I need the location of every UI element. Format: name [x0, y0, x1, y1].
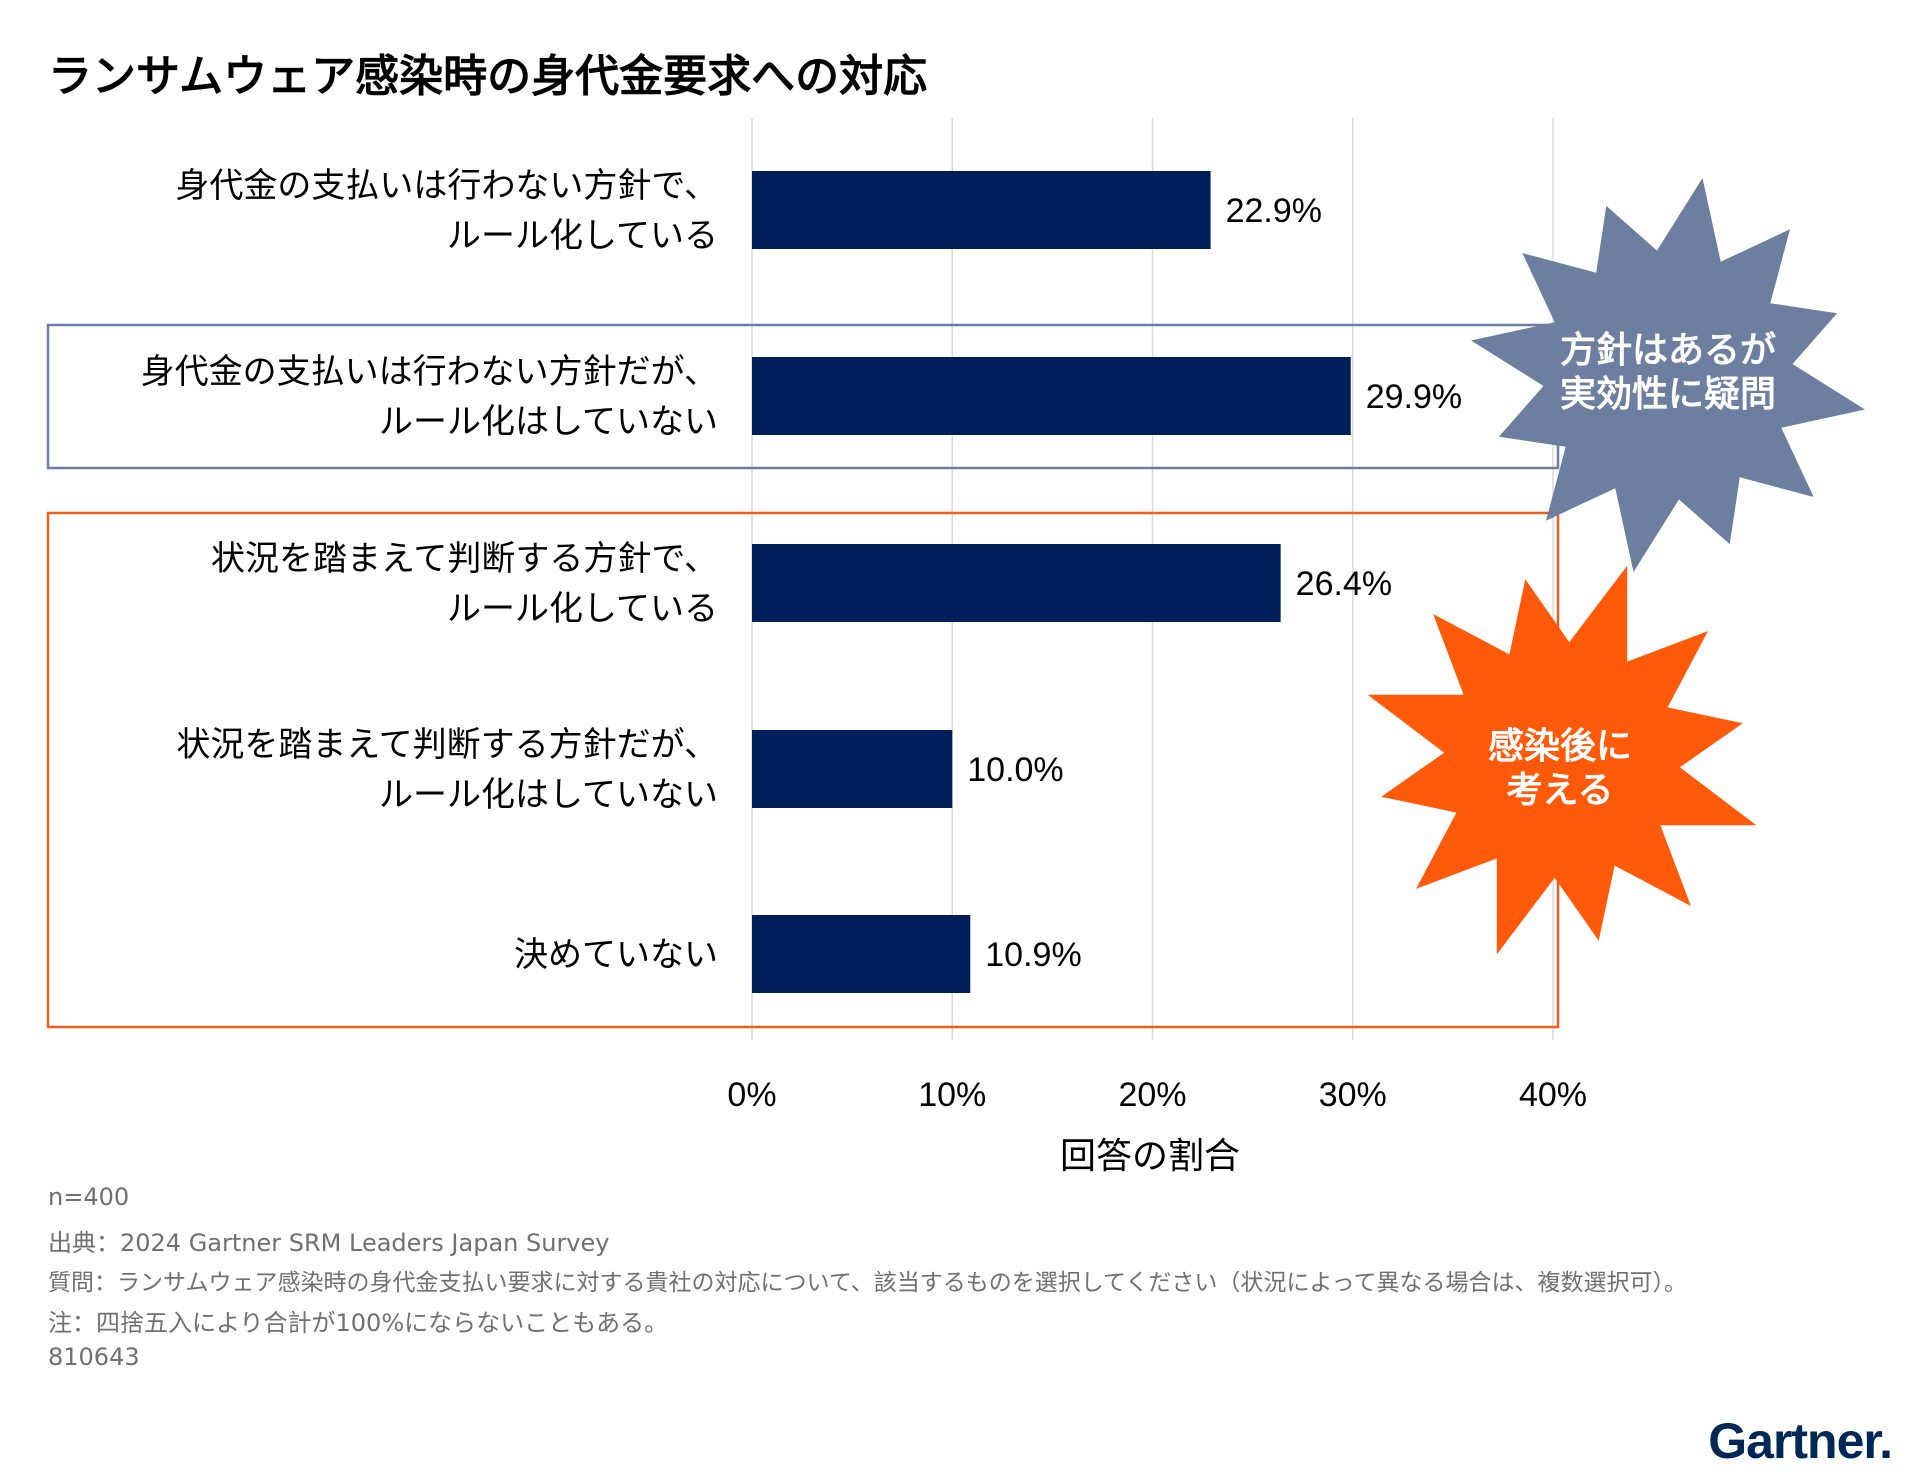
category-label-5: 決めていない [514, 935, 718, 975]
source-note: 出典：2024 Gartner SRM Leaders Japan Survey [48, 1229, 610, 1257]
bar-3 [752, 544, 1281, 622]
post-infection-starburst [1367, 565, 1757, 955]
x-tick-label-40: 40% [1519, 1076, 1587, 1114]
x-tick-label-0: 0% [727, 1076, 776, 1114]
value-label-5: 10.9% [985, 936, 1081, 974]
category-label-4: 状況を踏まえて判断する方針だが、ルール化はしていない [176, 725, 718, 815]
bar-chart: 22.9% 身代金の支払いは行わない方針で、ルール化している 29.9% 身代金の支払… [46, 118, 1865, 1177]
x-tick-label-10: 10% [918, 1076, 986, 1114]
post-infection-callout-text: 感染後に考える [1488, 726, 1632, 811]
bar-4 [752, 730, 953, 808]
x-tick-label-30: 30% [1319, 1076, 1387, 1114]
category-label-2: 身代金の支払いは行わない方針だが、ルール化はしていない [141, 352, 718, 442]
category-label-3: 状況を踏まえて判断する方針で、ルール化している [211, 539, 718, 629]
policy-doubt-starburst [1471, 178, 1865, 572]
policy-doubt-callout-text: 方針はあるが実効性に疑問 [1560, 330, 1776, 415]
bar-2 [752, 357, 1351, 435]
category-label-1: 身代金の支払いは行わない方針で、ルール化している [175, 166, 718, 256]
bar-5 [752, 915, 971, 993]
rounding-note: 注：四捨五入により合計が100%にならないこともある。 [48, 1309, 669, 1337]
value-label-4: 10.0% [967, 751, 1063, 789]
chart-title: ランサムウェア感染時の身代金要求への対応 [48, 51, 928, 102]
x-tick-label-20: 20% [1118, 1076, 1186, 1114]
value-label-3: 26.4% [1296, 565, 1392, 603]
document-id: 810643 [48, 1343, 140, 1371]
value-label-1: 22.9% [1226, 192, 1322, 230]
gartner-logo: Gartner. [1708, 1413, 1893, 1469]
bar-1 [752, 171, 1211, 249]
question-note: 質問：ランサムウェア感染時の身代金支払い要求に対する貴社の対応について、該当する… [48, 1270, 1687, 1296]
x-axis-title: 回答の割合 [1060, 1136, 1240, 1177]
value-label-2: 29.9% [1366, 378, 1462, 416]
sample-size-note: n=400 [48, 1183, 130, 1211]
